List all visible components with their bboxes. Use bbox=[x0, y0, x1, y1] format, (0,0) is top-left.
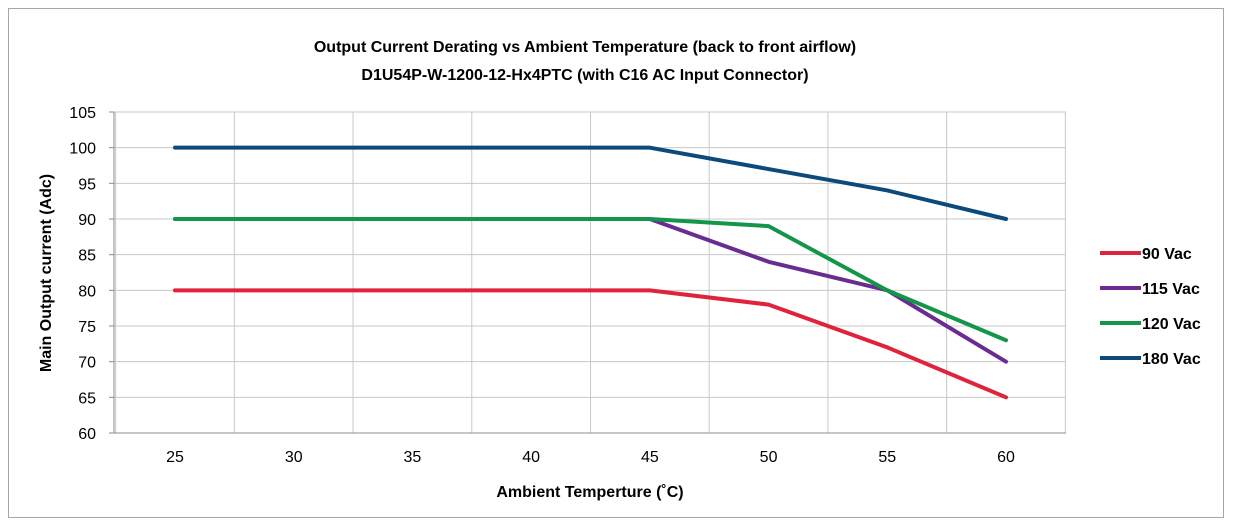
y-tick-label: 85 bbox=[78, 248, 96, 265]
legend-label: 120 Vac bbox=[1142, 316, 1201, 333]
series-lines bbox=[173, 145, 1008, 400]
x-tick-label: 25 bbox=[166, 449, 184, 466]
y-tick-label: 105 bbox=[69, 105, 96, 122]
x-tick-label: 50 bbox=[760, 449, 778, 466]
y-axis-title: Main Output current (Adc) bbox=[38, 174, 55, 372]
axes bbox=[109, 111, 1066, 434]
y-tick-label: 95 bbox=[78, 176, 96, 193]
x-tick-label: 60 bbox=[997, 449, 1015, 466]
legend-label: 115 Vac bbox=[1142, 281, 1200, 298]
x-axis-title: Ambient Temperture (˚C) bbox=[496, 484, 683, 501]
y-tick-label: 65 bbox=[78, 390, 96, 407]
x-tick-label: 55 bbox=[878, 449, 896, 466]
series-line bbox=[173, 288, 1008, 400]
x-tick-label: 30 bbox=[285, 449, 303, 466]
y-tick-label: 75 bbox=[78, 319, 96, 336]
x-tick-label: 35 bbox=[404, 449, 422, 466]
y-tick-labels: 60 65 70 75 80 85 90 95 100 105 bbox=[69, 105, 96, 443]
chart-title: Output Current Derating vs Ambient Tempe… bbox=[314, 39, 856, 56]
y-tick-label: 100 bbox=[69, 141, 96, 158]
x-tick-label: 40 bbox=[522, 449, 540, 466]
x-tick-label: 45 bbox=[641, 449, 659, 466]
legend: 90 Vac 115 Vac 120 Vac 180 Vac bbox=[1100, 246, 1201, 368]
legend-label: 90 Vac bbox=[1142, 246, 1192, 263]
y-tick-label: 90 bbox=[78, 212, 96, 229]
legend-label: 180 Vac bbox=[1142, 351, 1201, 368]
gridlines bbox=[114, 111, 1066, 433]
y-tick-label: 70 bbox=[78, 355, 96, 372]
chart-subtitle: D1U54P-W-1200-12-Hx4PTC (with C16 AC Inp… bbox=[361, 67, 808, 84]
y-tick-label: 60 bbox=[78, 426, 96, 443]
x-tick-labels: 25 30 35 40 45 50 55 60 bbox=[166, 449, 1015, 466]
series-line bbox=[173, 145, 1008, 221]
y-tick-label: 80 bbox=[78, 283, 96, 300]
series-line bbox=[173, 217, 1008, 343]
